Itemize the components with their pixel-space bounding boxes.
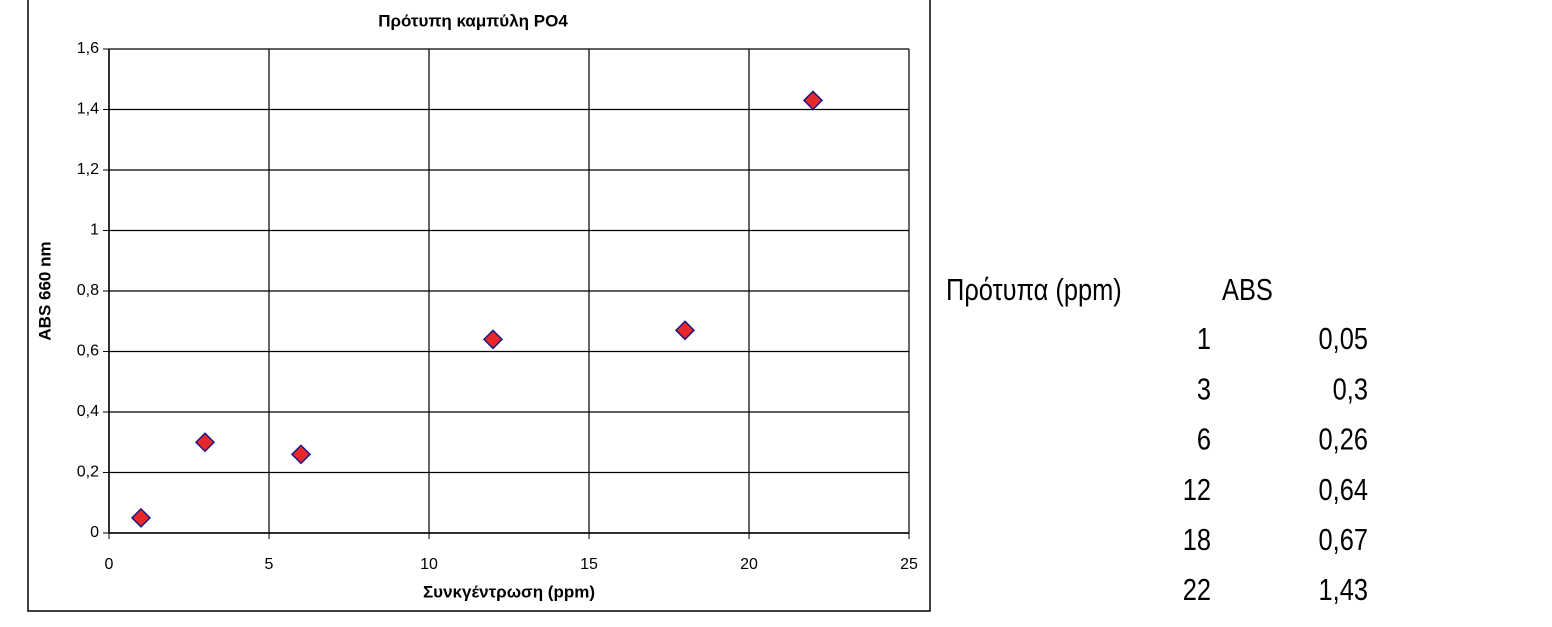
- y-tick-label: 0: [90, 524, 99, 541]
- y-axis-title: ABS 660 nm: [35, 241, 54, 340]
- chart-title: Πρότυπη καμπύλη PO4: [378, 11, 568, 30]
- point: [674, 320, 696, 341]
- table-cell: 18: [1183, 523, 1211, 558]
- table-cell: 0,3: [1333, 372, 1368, 407]
- x-tick-label: 15: [580, 556, 598, 573]
- table-cell: 0,64: [1319, 472, 1368, 507]
- point: [802, 90, 824, 111]
- table-header: Πρότυπα (ppm): [946, 273, 1122, 308]
- y-tick-label: 0,4: [77, 403, 99, 420]
- table-cell: 0,05: [1319, 322, 1368, 357]
- y-tick-label: 0,8: [77, 282, 99, 299]
- y-tick-label: 1,2: [77, 161, 99, 178]
- table-header: ABS: [1222, 273, 1273, 308]
- table-cell: 1,43: [1319, 573, 1368, 608]
- point: [194, 432, 216, 453]
- table-cell: 0,67: [1319, 523, 1368, 558]
- y-tick-label: 0,6: [77, 343, 99, 360]
- table-cell: 22: [1183, 573, 1211, 608]
- point: [482, 329, 504, 350]
- x-tick-label: 20: [740, 556, 758, 573]
- x-tick-label: 0: [105, 556, 114, 573]
- x-tick-label: 25: [900, 556, 918, 573]
- table-cell: 1: [1197, 322, 1211, 357]
- table-cell: 12: [1183, 472, 1211, 507]
- point: [290, 444, 312, 465]
- x-tick-label: 5: [265, 556, 274, 573]
- y-tick-label: 0,2: [77, 464, 99, 481]
- y-tick-label: 1: [90, 222, 99, 239]
- y-tick-label: 1,6: [77, 40, 99, 57]
- x-tick-label: 10: [420, 556, 438, 573]
- point: [130, 507, 152, 528]
- table-cell: 3: [1197, 372, 1211, 407]
- x-axis-title: Συνκγέντρωση (ppm): [423, 582, 595, 601]
- table-cell: 0,26: [1319, 422, 1368, 457]
- y-tick-label: 1,4: [77, 101, 99, 118]
- table-cell: 6: [1197, 422, 1211, 457]
